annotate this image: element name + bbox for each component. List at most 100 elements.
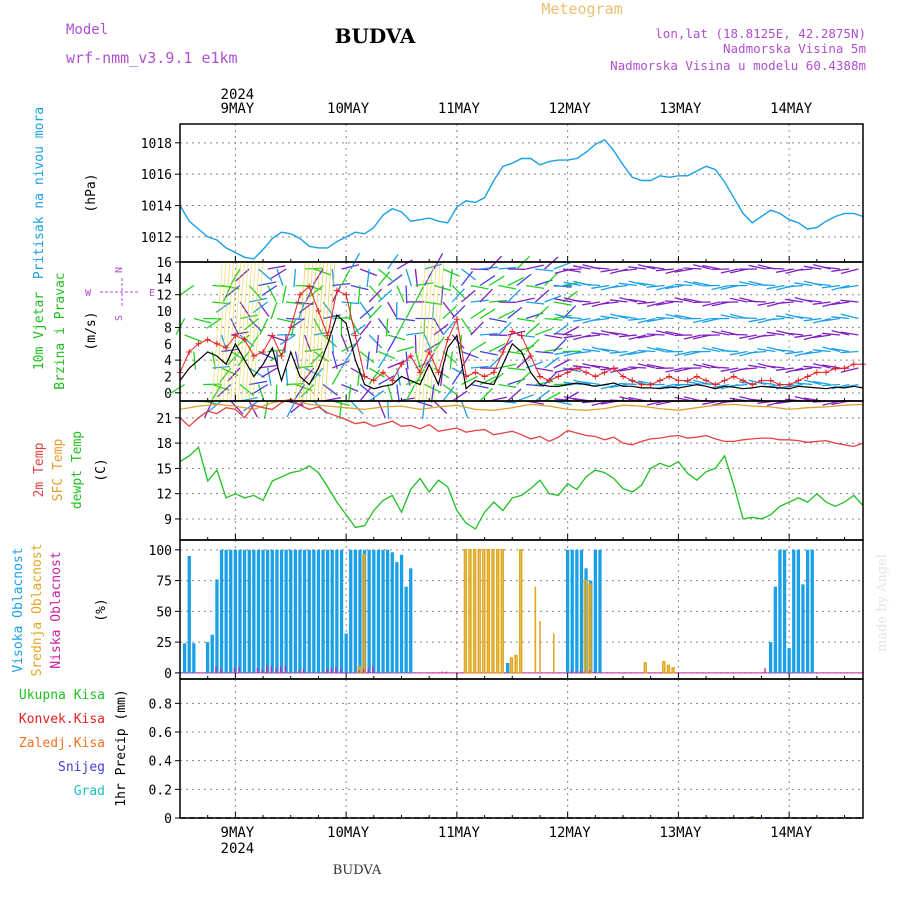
wind-arrow [396,346,415,353]
wind-arrow [230,318,240,335]
cloud-ylabel-line: Srednja Oblacnost [30,543,45,676]
wind-arrow [516,394,534,402]
cloud-high-bar [233,549,237,673]
cloud-high-bar [358,549,362,673]
wind-gust-marker [269,332,276,339]
cloud-low-bar [284,665,286,673]
day-label-bottom: 11MAY [438,825,481,841]
wind-arrow [720,367,739,372]
wind-arrow [169,383,185,395]
wind-arrow [357,285,361,304]
footer-location: BUDVA [333,863,382,878]
wind-arrow [210,269,212,287]
wind-gust-marker [804,373,811,380]
y-tick-label: 1012 [141,231,172,246]
wind-arrow [235,268,250,282]
cloud-mid-bar [482,548,486,674]
wind-arrow [637,263,656,270]
cloud-high-bar [266,549,270,673]
wind-arrow [261,284,278,297]
wind-arrow [516,297,535,303]
wind-arrow [628,266,647,270]
wind-arrow [451,285,466,299]
wind-gust-marker [361,373,368,380]
y-tick-label: 1014 [141,200,172,215]
cloud-low-bar [367,667,369,673]
wind-gust-marker [776,381,783,388]
wind-gust-marker [740,377,747,384]
wind-arrow [619,350,638,357]
wind-arrow [187,302,194,319]
wind-arrow [387,301,398,318]
y-tick-label: 0.4 [149,755,173,770]
wind-arrow [822,364,841,369]
cloud-high-bar [778,549,782,673]
wind-arrow [628,350,647,356]
wind-arrow [405,384,416,402]
wind-arrow [341,342,358,353]
wind-arrow [479,332,498,336]
wind-arrow [600,348,619,353]
cloud-high-bar [773,586,777,673]
wind-arrow [359,320,372,336]
wind-gust-marker [749,381,756,388]
wind-arrow [646,284,665,288]
wind-arrow [646,301,665,308]
cloud-high-bar [270,549,274,673]
wind-gust-marker [518,332,525,339]
wind-arrow [775,348,794,353]
wind-arrow [840,350,859,354]
wind-arrow [305,285,315,302]
wind-arrow [470,383,489,389]
wind-arrow [516,371,531,385]
panel-frame [179,678,864,819]
wind-gust-marker [370,377,377,384]
cloud-high-bar [787,648,791,673]
wind-arrow [646,317,665,323]
wind-arrow [451,369,463,385]
precip-legend-item: Ukupna Kisa [19,688,105,703]
wind-arrow [840,331,859,336]
cloud-high-bar [238,549,242,673]
wind-arrow [665,284,684,290]
cloud-high-bar [229,549,233,673]
cloud-ylabel-line: Visoka Oblacnost [11,547,26,672]
wind-band-stroke [309,261,321,402]
cloud-mid-bar [666,664,671,674]
wind-arrow [646,363,665,369]
wind-arrow [692,281,711,287]
wind-band-stroke [426,261,437,402]
wind-arrow [619,296,638,303]
cloud-high-bar [349,549,353,673]
y-tick-label: 100 [149,544,172,559]
cloud-high-bar [806,549,810,673]
wind-arrow [619,315,637,320]
wind-arrow [225,284,241,298]
wind-arrow [757,284,776,287]
wind-arrow [610,313,628,320]
wind-arrow [628,366,647,369]
wind-arrow [286,383,305,386]
wind-arrow [729,350,748,356]
wind-gust-marker [416,369,423,376]
wind-arrow [449,268,453,287]
wind-arrow [821,383,840,387]
cloud-high-bar [293,549,297,673]
wind-arrow [424,263,443,270]
wind-arrow [646,333,665,336]
wind-arrow [692,363,711,369]
wind-arrow [794,334,813,338]
wind-arrow [609,350,628,354]
wind-arrow [276,317,295,324]
cloud-low-bar [764,667,766,673]
model-name: wrf-nmm_v3.9.1 e1km [66,49,238,67]
cloud-high-bar [372,549,376,673]
wind-gust-marker [315,308,322,315]
cloud-high-bar [339,549,344,673]
wind-arrow [203,368,204,386]
wind-arrow [341,264,360,270]
wind-arrow [674,297,693,303]
wind-arrow [258,364,277,369]
wind-arrow [766,331,785,336]
